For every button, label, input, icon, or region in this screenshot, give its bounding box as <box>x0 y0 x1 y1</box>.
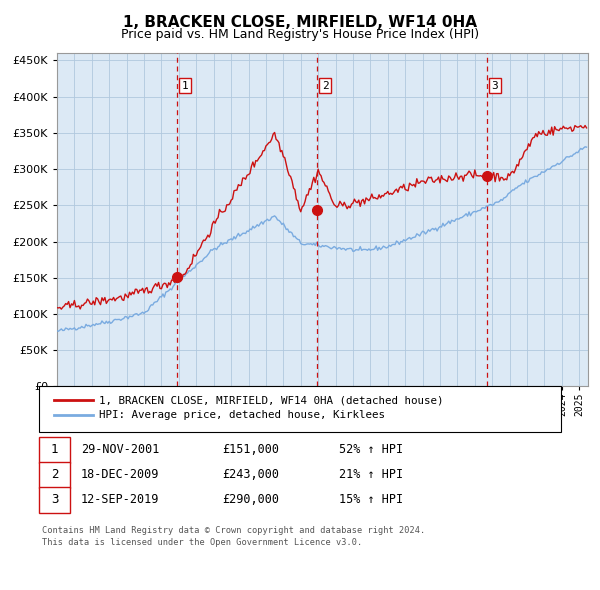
Text: 1, BRACKEN CLOSE, MIRFIELD, WF14 0HA: 1, BRACKEN CLOSE, MIRFIELD, WF14 0HA <box>123 15 477 30</box>
Text: Contains HM Land Registry data © Crown copyright and database right 2024.: Contains HM Land Registry data © Crown c… <box>42 526 425 535</box>
Text: 2: 2 <box>322 81 329 91</box>
Text: 21% ↑ HPI: 21% ↑ HPI <box>339 468 403 481</box>
Text: £151,000: £151,000 <box>222 443 279 456</box>
Text: 52% ↑ HPI: 52% ↑ HPI <box>339 443 403 456</box>
Text: 1: 1 <box>51 443 58 456</box>
Text: £290,000: £290,000 <box>222 493 279 506</box>
Text: £243,000: £243,000 <box>222 468 279 481</box>
Text: 1: 1 <box>182 81 188 91</box>
Text: 3: 3 <box>491 81 498 91</box>
Text: 29-NOV-2001: 29-NOV-2001 <box>81 443 160 456</box>
Text: 18-DEC-2009: 18-DEC-2009 <box>81 468 160 481</box>
Text: 15% ↑ HPI: 15% ↑ HPI <box>339 493 403 506</box>
Text: This data is licensed under the Open Government Licence v3.0.: This data is licensed under the Open Gov… <box>42 538 362 547</box>
Text: 1, BRACKEN CLOSE, MIRFIELD, WF14 0HA (detached house): 1, BRACKEN CLOSE, MIRFIELD, WF14 0HA (de… <box>99 395 443 405</box>
Text: 2: 2 <box>51 468 58 481</box>
Text: Price paid vs. HM Land Registry's House Price Index (HPI): Price paid vs. HM Land Registry's House … <box>121 28 479 41</box>
Text: 12-SEP-2019: 12-SEP-2019 <box>81 493 160 506</box>
Text: 3: 3 <box>51 493 58 506</box>
Text: HPI: Average price, detached house, Kirklees: HPI: Average price, detached house, Kirk… <box>99 410 385 419</box>
